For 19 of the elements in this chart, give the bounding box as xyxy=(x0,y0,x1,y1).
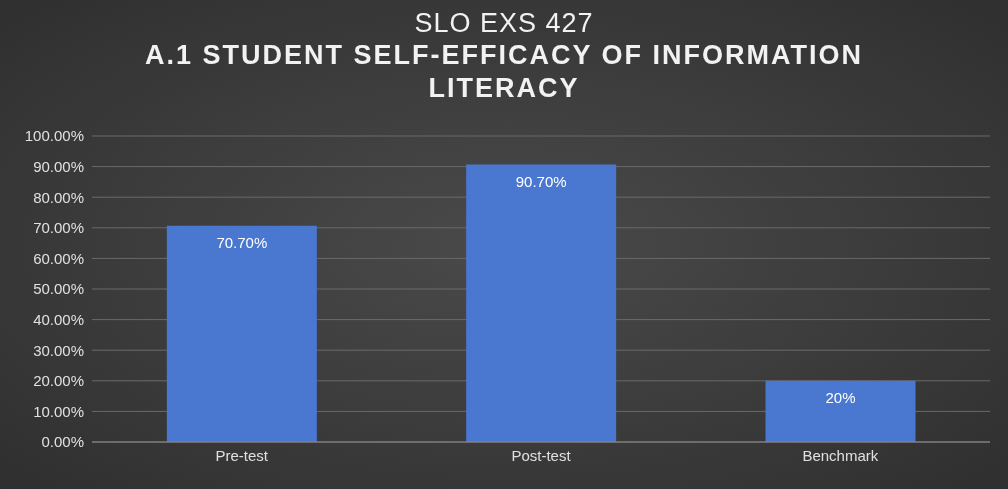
y-tick-label: 60.00% xyxy=(33,249,84,267)
y-tick-label: 20.00% xyxy=(33,372,84,390)
chart-subtitle: A.1 STUDENT SELF-EFFICACY OF INFORMATION LITERACY xyxy=(144,39,864,105)
y-tick-label: 70.00% xyxy=(33,219,84,237)
y-tick-label: 100.00% xyxy=(24,127,84,145)
y-tick-label: 10.00% xyxy=(33,402,84,420)
data-label: 90.70% xyxy=(515,173,567,191)
y-tick-label: 40.00% xyxy=(33,310,84,328)
x-tick-label: Pre-test xyxy=(215,446,269,464)
y-tick-label: 80.00% xyxy=(33,188,84,206)
data-label: 20% xyxy=(825,389,856,407)
y-tick-label: 0.00% xyxy=(41,433,84,451)
y-tick-label: 30.00% xyxy=(33,341,84,359)
x-tick-label: Post-test xyxy=(511,446,572,464)
x-tick-label: Benchmark xyxy=(802,446,879,464)
y-tick-label: 50.00% xyxy=(33,280,84,298)
data-label: 70.70% xyxy=(216,234,268,252)
y-tick-label: 90.00% xyxy=(33,157,84,175)
chart-title: SLO EXS 427 xyxy=(413,8,595,39)
